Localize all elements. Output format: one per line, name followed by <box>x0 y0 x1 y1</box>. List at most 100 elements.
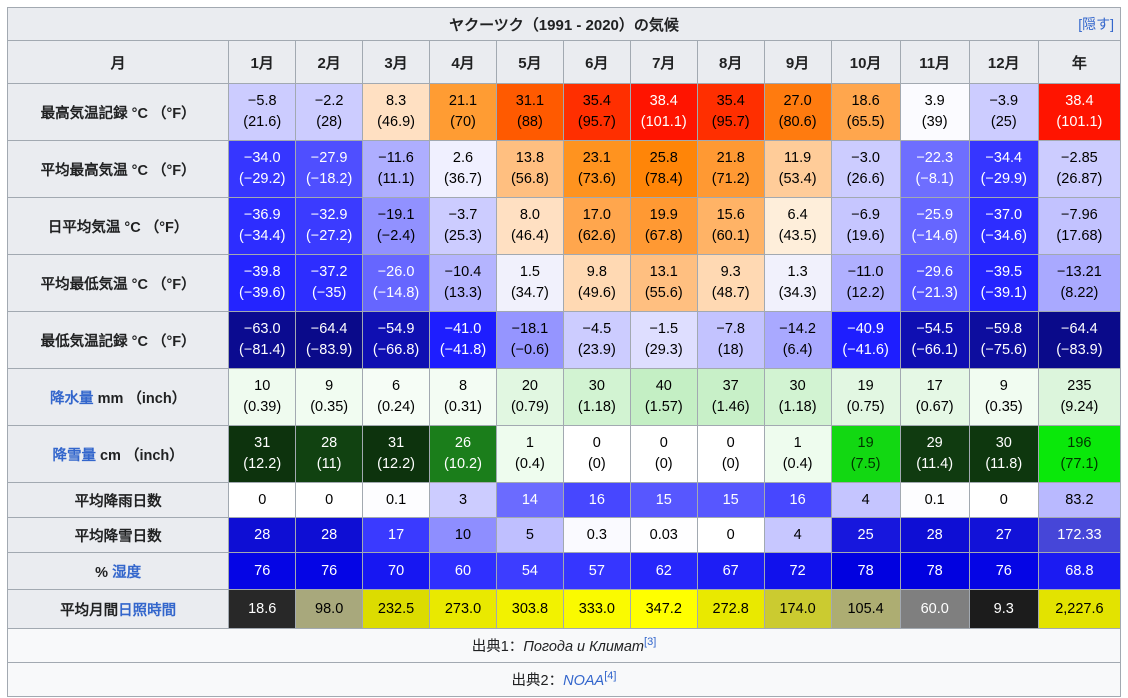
cell-avg-low-3月: −26.0 (−14.8) <box>362 254 431 312</box>
cell-humidity-6月: 57 <box>562 552 631 590</box>
ref-link[interactable]: [4] <box>604 670 617 683</box>
cell-snowfall-12月: 30 (11.8) <box>968 425 1039 483</box>
cell-snowfall-3月: 31 (12.2) <box>362 425 431 483</box>
cell-sunshine-7月: 347.2 <box>629 589 698 629</box>
hide-link[interactable]: [隠す] <box>1078 16 1114 32</box>
cell-record-high-3月: 8.3 (46.9) <box>362 83 431 141</box>
cell-precipitation-8月: 37 (1.46) <box>696 368 765 426</box>
row-label-text: 最高気温記録 °C （°F） <box>40 105 196 122</box>
cell-daily-mean-7月: 19.9 (67.8) <box>629 197 698 255</box>
cell-humidity-1月: 76 <box>228 552 297 590</box>
cell-rainy-days-9月: 16 <box>763 482 832 518</box>
year-header: 年 <box>1037 40 1122 84</box>
row-label-daily-mean: 日平均気温 °C （°F） <box>6 197 230 255</box>
row-label-text: 平均月間 <box>60 602 119 619</box>
row-snowy-days: 平均降雪日数 28 28 17 10 5 0.3 0.03 0 4 25 28 27 172.33 <box>6 517 1122 553</box>
cell-sunshine-10月: 105.4 <box>830 589 901 629</box>
row-label-avg-high: 平均最高気温 °C （°F） <box>6 140 230 198</box>
cell-precipitation-2月: 9 (0.35) <box>295 368 364 426</box>
cell-avg-high-5月: 13.8 (56.8) <box>495 140 564 198</box>
cell-rainy-days-1月: 0 <box>228 482 297 518</box>
cell-avg-low-4月: −10.4 (13.3) <box>429 254 497 312</box>
cell-daily-mean-5月: 8.0 (46.4) <box>495 197 564 255</box>
source-link[interactable]: NOAA <box>563 673 605 689</box>
cell-daily-mean-4月: −3.7 (25.3) <box>429 197 497 255</box>
cell-avg-low-12月: −39.5 (−39.1) <box>968 254 1039 312</box>
month-header-4: 4月 <box>429 40 497 84</box>
cell-humidity-5月: 54 <box>495 552 564 590</box>
cell-avg-low-8月: 9.3 (48.7) <box>696 254 765 312</box>
cell-precipitation-9月: 30 (1.18) <box>763 368 832 426</box>
month-header-11: 11月 <box>899 40 970 84</box>
cell-record-high-1月: −5.8 (21.6) <box>228 83 297 141</box>
source-row-2: 出典2：NOAA[4] <box>7 662 1121 697</box>
row-label-link-snowfall[interactable]: 降雪量 <box>52 447 96 464</box>
cell-record-high-10月: 18.6 (65.5) <box>830 83 901 141</box>
month-header-3: 3月 <box>362 40 431 84</box>
cell-record-low-11月: −54.5 (−66.1) <box>899 311 970 369</box>
cell-snowy-days-4月: 10 <box>429 517 497 553</box>
row-record-low: 最低気温記録 °C （°F） −63.0 (−81.4) −64.4 (−83.9) −5… <box>6 311 1122 369</box>
cell-precipitation-5月: 20 (0.79) <box>495 368 564 426</box>
cell-snowy-days-9月: 4 <box>763 517 832 553</box>
cell-record-low-1月: −63.0 (−81.4) <box>228 311 297 369</box>
cell-avg-high-9月: 11.9 (53.4) <box>763 140 832 198</box>
cell-avg-low-5月: 1.5 (34.7) <box>495 254 564 312</box>
source-name: Погода и Климат <box>523 639 645 655</box>
month-header-6: 6月 <box>562 40 631 84</box>
cell-precipitation-1月: 10 (0.39) <box>228 368 297 426</box>
cell-snowy-days-年: 172.33 <box>1037 517 1122 553</box>
month-header-row: 月 1月 2月 3月 4月 5月 6月 7月 8月 9月 10月 11月 12月年 <box>6 40 1122 84</box>
month-header-2: 2月 <box>295 40 364 84</box>
row-avg-high: 平均最高気温 °C （°F） −34.0 (−29.2) −27.9 (−18.2) −1… <box>6 140 1122 198</box>
row-rainy-days: 平均降雨日数 0 0 0.1 3 14 16 15 15 16 4 0.1 0 83.2 <box>6 482 1122 518</box>
row-sunshine: 平均月間日照時間 18.6 98.0 232.5 273.0 303.8 333.0 347.… <box>6 589 1122 629</box>
cell-rainy-days-11月: 0.1 <box>899 482 970 518</box>
cell-snowy-days-12月: 27 <box>968 517 1039 553</box>
cell-sunshine-12月: 9.3 <box>968 589 1039 629</box>
row-label-link-sunshine[interactable]: 日照時間 <box>118 602 177 619</box>
cell-avg-high-11月: −22.3 (−8.1) <box>899 140 970 198</box>
row-label-text: 平均降雪日数 <box>74 528 162 545</box>
cell-record-high-8月: 35.4 (95.7) <box>696 83 765 141</box>
climate-table: ヤクーツク（1991 - 2020）の気候 [隠す] 月 1月 2月 3月 4月 5月 6月… <box>6 7 1122 697</box>
cell-humidity-3月: 70 <box>362 552 431 590</box>
cell-daily-mean-2月: −32.9 (−27.2) <box>295 197 364 255</box>
cell-avg-low-2月: −37.2 (−35) <box>295 254 364 312</box>
source-row-1: 出典1：Погода и Климат[3] <box>7 628 1121 663</box>
cell-rainy-days-8月: 15 <box>696 482 765 518</box>
cell-sunshine-2月: 98.0 <box>295 589 364 629</box>
row-label-text: 最低気温記録 °C （°F） <box>40 333 196 350</box>
cell-rainy-days-12月: 0 <box>968 482 1039 518</box>
row-label-link-humidity[interactable]: 湿度 <box>112 564 142 581</box>
cell-avg-low-1月: −39.8 (−39.6) <box>228 254 297 312</box>
cell-sunshine-11月: 60.0 <box>899 589 970 629</box>
cell-snowy-days-8月: 0 <box>696 517 765 553</box>
cell-rainy-days-6月: 16 <box>562 482 631 518</box>
cell-record-low-年: −64.4 (−83.9) <box>1037 311 1122 369</box>
cell-sunshine-1月: 18.6 <box>228 589 297 629</box>
cell-snowy-days-7月: 0.03 <box>629 517 698 553</box>
cell-rainy-days-5月: 14 <box>495 482 564 518</box>
cell-snowfall-10月: 19 (7.5) <box>830 425 901 483</box>
row-label-link-precipitation[interactable]: 降水量 <box>50 390 94 407</box>
cell-daily-mean-9月: 6.4 (43.5) <box>763 197 832 255</box>
cell-avg-high-年: −2.85 (26.87) <box>1037 140 1122 198</box>
month-header-9: 9月 <box>763 40 832 84</box>
cell-precipitation-6月: 30 (1.18) <box>562 368 631 426</box>
cell-snowy-days-5月: 5 <box>495 517 564 553</box>
table-title-bar: ヤクーツク（1991 - 2020）の気候 [隠す] <box>7 7 1121 41</box>
cell-record-high-年: 38.4 (101.1) <box>1037 83 1122 141</box>
cell-humidity-9月: 72 <box>763 552 832 590</box>
table-title: ヤクーツク（1991 - 2020）の気候 <box>449 16 679 34</box>
cell-record-high-5月: 31.1 (88) <box>495 83 564 141</box>
cell-record-low-7月: −1.5 (29.3) <box>629 311 698 369</box>
title-row: ヤクーツク（1991 - 2020）の気候 [隠す] <box>7 7 1121 41</box>
cell-daily-mean-12月: −37.0 (−34.6) <box>968 197 1039 255</box>
cell-humidity-4月: 60 <box>429 552 497 590</box>
cell-avg-low-年: −13.21 (8.22) <box>1037 254 1122 312</box>
row-label-record-high: 最高気温記録 °C （°F） <box>6 83 230 141</box>
ref-link[interactable]: [3] <box>644 636 657 649</box>
cell-snowy-days-6月: 0.3 <box>562 517 631 553</box>
